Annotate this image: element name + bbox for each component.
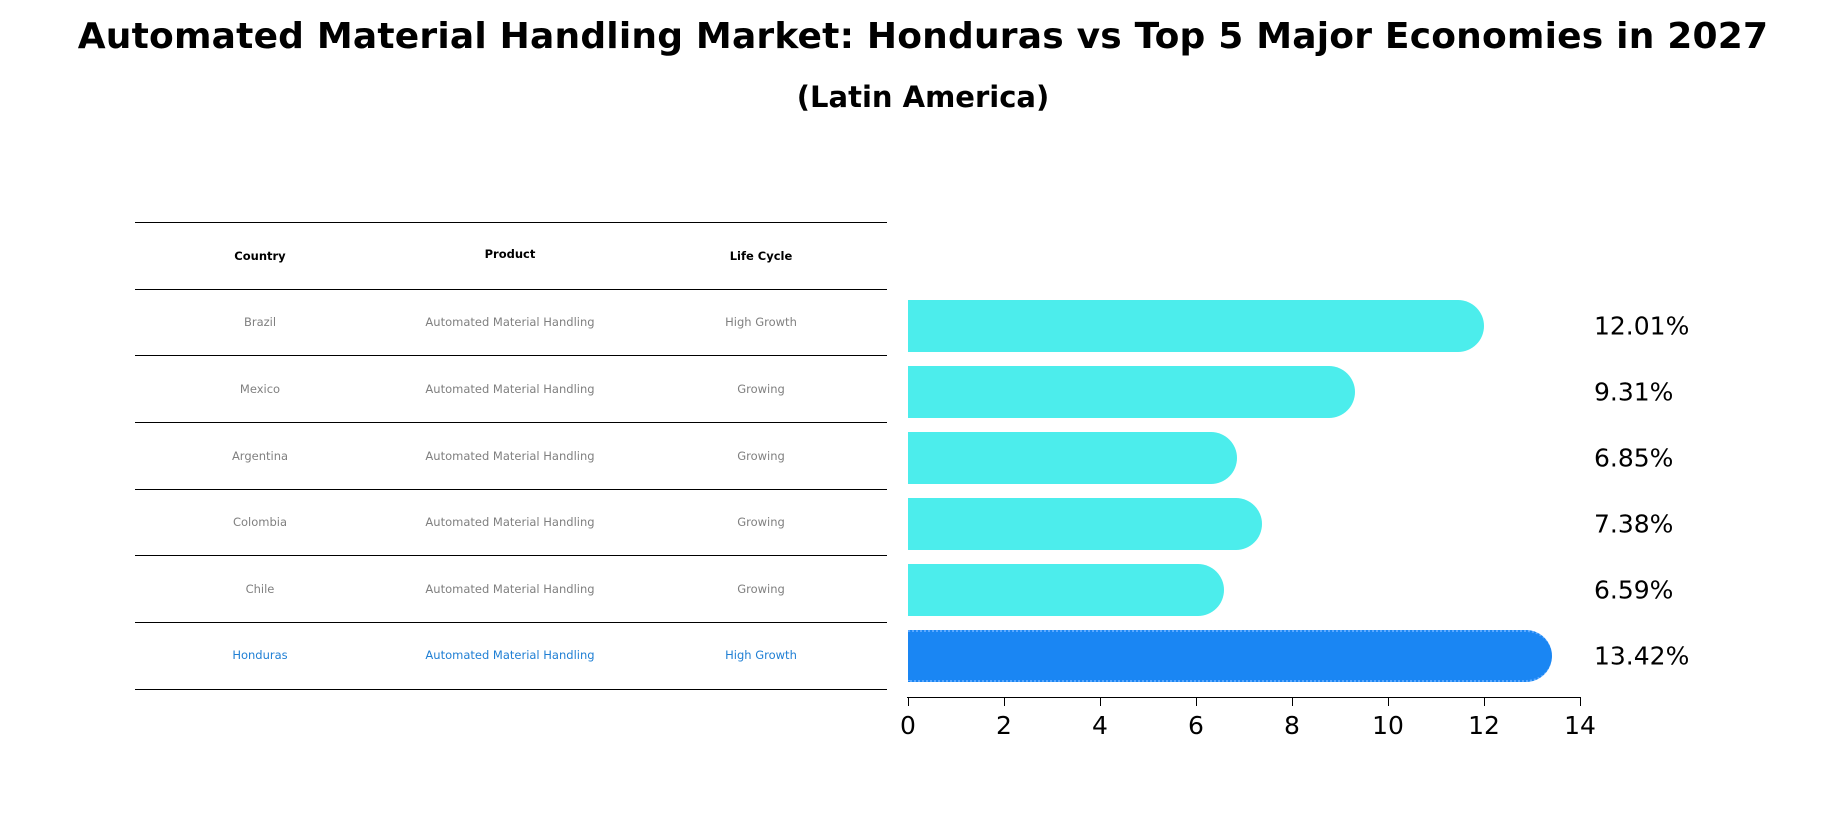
- value-label: 13.42%: [1594, 641, 1690, 671]
- table-cell-product-highlight: Automated Material Handling: [425, 648, 595, 662]
- bar-mexico: [908, 366, 1355, 418]
- table-cell-life-cycle: Growing: [737, 449, 785, 463]
- table-cell-country: Colombia: [232, 515, 288, 529]
- x-tick: [1196, 697, 1197, 706]
- header-life-cycle: Life Cycle: [729, 249, 793, 263]
- value-label: 7.38%: [1594, 509, 1674, 539]
- x-tick-label: 6: [1188, 711, 1204, 740]
- table-rule: [135, 689, 887, 690]
- table-cell-product: Automated Material Handling: [425, 449, 595, 463]
- x-tick-label: 0: [900, 711, 916, 740]
- x-tick-label: 4: [1092, 711, 1108, 740]
- table-rule: [135, 355, 887, 356]
- header-country: Country: [234, 249, 286, 263]
- table-cell-country: Chile: [245, 582, 275, 596]
- table-cell-product: Automated Material Handling: [425, 315, 595, 329]
- table-cell-country: Mexico: [239, 382, 281, 396]
- table-cell-country: Argentina: [231, 449, 289, 463]
- x-axis: [907, 697, 1581, 698]
- bar-brazil: [908, 300, 1485, 352]
- value-label: 12.01%: [1594, 311, 1690, 341]
- x-tick: [1100, 697, 1101, 706]
- x-tick-label: 8: [1284, 711, 1300, 740]
- table-cell-country: Brazil: [243, 315, 277, 329]
- value-label: 6.59%: [1594, 575, 1674, 605]
- x-tick-label: 2: [996, 711, 1012, 740]
- x-tick-label: 12: [1468, 711, 1500, 740]
- x-tick: [1292, 697, 1293, 706]
- x-tick-label: 14: [1564, 711, 1596, 740]
- bar-argentina: [908, 432, 1237, 484]
- table-cell-product: Automated Material Handling: [425, 582, 595, 596]
- bar-chile: [908, 564, 1225, 616]
- header-product: Product: [484, 247, 536, 261]
- x-tick: [1484, 697, 1485, 706]
- table-cell-product: Automated Material Handling: [425, 382, 595, 396]
- bar-colombia: [908, 498, 1263, 550]
- table-cell-life-cycle: High Growth: [725, 315, 797, 329]
- table-cell-life-cycle: Growing: [737, 582, 785, 596]
- bar-honduras: [908, 630, 1553, 682]
- table-cell-country-highlight: Honduras: [232, 648, 288, 662]
- x-tick-label: 10: [1372, 711, 1404, 740]
- table-cell-life-cycle: Growing: [737, 382, 785, 396]
- chart-title: Automated Material Handling Market: Hond…: [77, 16, 1769, 57]
- table-rule: [135, 222, 887, 223]
- table-rule: [135, 555, 887, 556]
- table-rule: [135, 489, 887, 490]
- x-tick: [908, 697, 909, 706]
- x-tick: [1580, 697, 1581, 706]
- table-rule: [135, 622, 887, 623]
- x-tick: [1004, 697, 1005, 706]
- table-cell-product: Automated Material Handling: [425, 515, 595, 529]
- table-cell-life-cycle-highlight: High Growth: [725, 648, 797, 662]
- x-tick: [1388, 697, 1389, 706]
- chart-subtitle: (Latin America): [796, 80, 1050, 114]
- table-rule: [135, 289, 887, 290]
- table-cell-life-cycle: Growing: [737, 515, 785, 529]
- value-label: 6.85%: [1594, 443, 1674, 473]
- table-rule: [135, 422, 887, 423]
- value-label: 9.31%: [1594, 377, 1674, 407]
